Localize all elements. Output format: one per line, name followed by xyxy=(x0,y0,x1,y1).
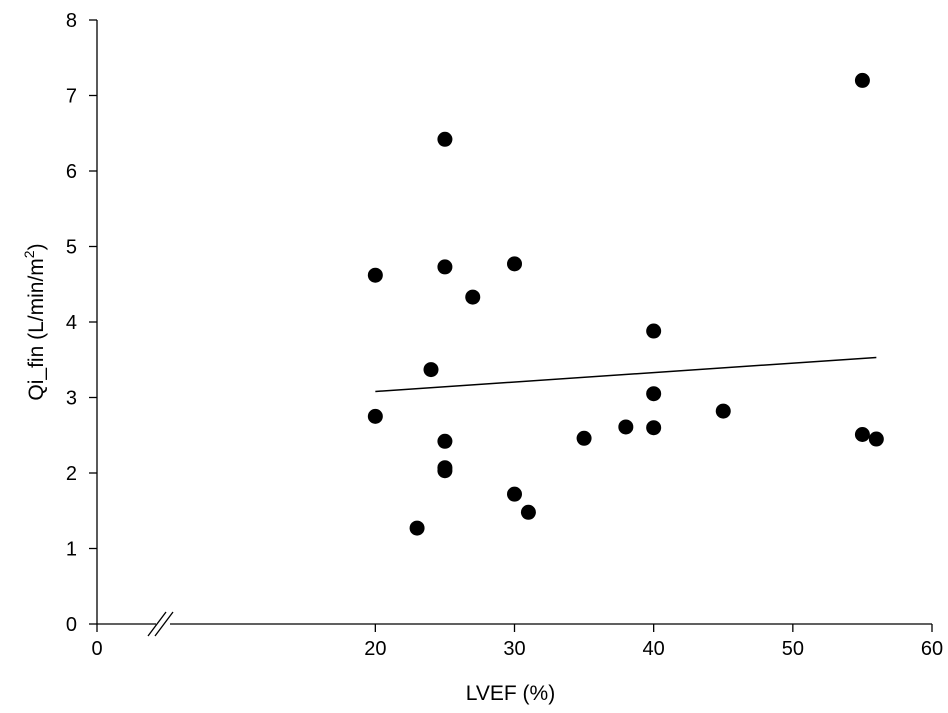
y-axis-ticks: 0 1 2 3 4 5 6 7 8 xyxy=(66,10,97,636)
data-points xyxy=(367,72,884,536)
x-tick-label: 20 xyxy=(364,638,386,660)
data-point xyxy=(437,131,453,147)
data-point xyxy=(367,267,383,283)
x-tick-label: 60 xyxy=(921,638,943,660)
data-point xyxy=(507,486,522,502)
data-point xyxy=(854,426,870,442)
x-tick-label: 40 xyxy=(643,638,665,660)
y-axis-title-main: Qi_fin (L/min/m xyxy=(25,258,48,400)
data-point xyxy=(423,362,439,378)
x-tick-label: 0 xyxy=(91,638,102,660)
y-axis-title: Qi_fin (L/min/m2) xyxy=(21,243,48,400)
y-tick-label: 6 xyxy=(66,161,77,183)
regression-line xyxy=(375,356,877,393)
data-point xyxy=(646,386,662,402)
y-tick-label: 0 xyxy=(66,614,77,636)
data-point xyxy=(646,420,662,436)
y-tick-label: 3 xyxy=(66,388,77,410)
data-point xyxy=(367,408,383,424)
data-point xyxy=(465,289,481,305)
x-axis-ticks: 0 20 30 40 50 60 xyxy=(91,624,943,660)
y-tick-label: 7 xyxy=(66,86,77,108)
y-tick-label: 1 xyxy=(66,539,77,561)
data-point xyxy=(618,419,634,435)
y-tick-label: 2 xyxy=(66,463,77,485)
data-point xyxy=(576,430,592,446)
axis-break-slash-1 xyxy=(147,611,167,637)
axis-break-slash-2 xyxy=(154,611,174,637)
data-point xyxy=(437,259,453,275)
data-point xyxy=(646,323,662,339)
y-axis-title-superscript: 2 xyxy=(21,250,37,258)
axis-break-mark xyxy=(147,611,174,637)
data-point xyxy=(868,431,884,447)
data-point xyxy=(715,403,731,419)
y-tick-label: 4 xyxy=(66,312,77,334)
x-tick-label: 50 xyxy=(782,638,804,660)
x-tick-label: 30 xyxy=(503,638,525,660)
x-axis-title: LVEF (%) xyxy=(466,682,555,705)
axes xyxy=(96,20,932,637)
data-point xyxy=(507,256,522,272)
data-point xyxy=(437,463,453,479)
data-point xyxy=(409,520,425,536)
data-point xyxy=(520,504,536,520)
y-tick-label: 8 xyxy=(66,10,77,32)
y-axis-title-close: ) xyxy=(25,243,48,250)
data-point xyxy=(437,433,453,449)
y-tick-label: 5 xyxy=(66,237,77,259)
data-point xyxy=(854,72,870,88)
